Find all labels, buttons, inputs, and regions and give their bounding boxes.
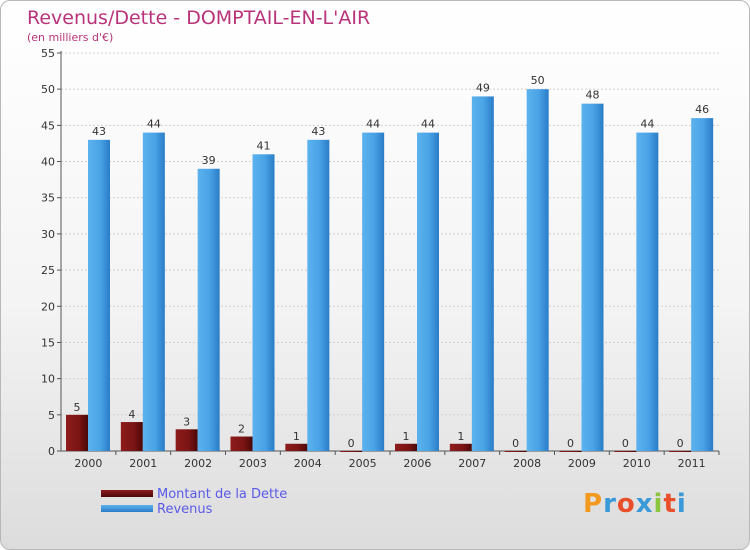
x-tick-label: 2005: [349, 457, 377, 470]
y-tick-label: 5: [48, 409, 55, 422]
bar-dette-2001: [120, 422, 143, 451]
bar-dette-2005: [340, 451, 363, 452]
y-tick-label: 25: [41, 264, 55, 277]
data-label-dette-2010: 0: [622, 437, 629, 450]
data-label-revenus-2007: 49: [476, 81, 490, 94]
data-label-revenus-2000: 43: [92, 125, 106, 138]
data-label-dette-2006: 1: [403, 430, 410, 443]
data-label-revenus-2010: 44: [640, 118, 654, 131]
bar-dette-2010: [614, 451, 637, 452]
y-tick-label: 45: [41, 119, 55, 132]
legend-label-dette: Montant de la Dette: [157, 487, 288, 502]
data-label-dette-2005: 0: [348, 437, 355, 450]
data-label-revenus-2002: 39: [202, 154, 216, 167]
x-tick-label: 2008: [513, 457, 541, 470]
x-tick-label: 2000: [74, 457, 102, 470]
data-label-revenus-2004: 43: [311, 125, 325, 138]
logo-letter: i: [653, 489, 664, 519]
bar-revenus-2003: [252, 154, 275, 452]
bar-revenus-2002: [197, 168, 220, 452]
legend-label-revenus: Revenus: [157, 502, 213, 517]
y-tick-label: 55: [41, 47, 55, 60]
data-label-dette-2003: 2: [238, 423, 245, 436]
logo-letter: x: [635, 489, 654, 519]
x-tick-label: 2007: [458, 457, 486, 470]
bar-dette-2000: [66, 414, 88, 451]
y-tick-label: 50: [41, 83, 55, 96]
logo-letter: r: [603, 489, 617, 519]
x-tick-label: 2001: [129, 457, 157, 470]
y-tick-label: 40: [41, 156, 55, 169]
bar-revenus-2009: [581, 103, 604, 452]
data-label-dette-2001: 4: [128, 408, 135, 421]
proxiti-logo: Proxiti: [583, 489, 687, 519]
data-label-dette-2011: 0: [677, 437, 684, 450]
data-label-dette-2008: 0: [512, 437, 519, 450]
data-label-dette-2002: 3: [183, 415, 190, 428]
logo-letter: t: [663, 489, 677, 519]
bar-dette-2004: [285, 443, 308, 451]
x-tick-label: 2009: [568, 457, 596, 470]
y-tick-label: 0: [48, 445, 55, 458]
bar-revenus-2007: [471, 96, 494, 451]
legend-swatch-revenus: [101, 505, 153, 512]
data-label-dette-2000: 5: [74, 401, 81, 414]
bar-dette-2002: [175, 429, 198, 451]
bar-dette-2009: [559, 451, 582, 452]
logo-letter: o: [616, 489, 636, 519]
x-tick-label: 2010: [623, 457, 651, 470]
bar-revenus-2011: [691, 118, 714, 452]
chart-subtitle: (en milliers d'€): [27, 31, 114, 44]
logo-letter: P: [583, 489, 604, 519]
bar-dette-2007: [449, 443, 472, 451]
logo-letter: i: [676, 489, 687, 519]
x-tick-label: 2002: [184, 457, 212, 470]
x-tick-label: 2006: [403, 457, 431, 470]
bar-revenus-2001: [142, 132, 165, 451]
bar-revenus-2008: [526, 89, 549, 451]
data-label-dette-2007: 1: [457, 430, 464, 443]
data-label-dette-2004: 1: [293, 430, 300, 443]
data-label-revenus-2006: 44: [421, 118, 435, 131]
y-tick-label: 15: [41, 336, 55, 349]
legend-swatch-dette: [101, 490, 153, 497]
chart-title: Revenus/Dette - DOMPTAIL-EN-L'AIR: [27, 7, 371, 29]
x-tick-label: 2011: [678, 457, 706, 470]
bar-revenus-2004: [307, 139, 330, 451]
data-label-revenus-2003: 41: [257, 139, 271, 152]
data-label-revenus-2005: 44: [366, 118, 380, 131]
data-label-revenus-2009: 48: [586, 89, 600, 102]
bar-dette-2006: [395, 443, 417, 451]
x-tick-label: 2004: [294, 457, 322, 470]
y-tick-label: 20: [41, 300, 55, 313]
bar-dette-2011: [669, 451, 692, 452]
bar-revenus-2000: [88, 139, 110, 451]
data-label-revenus-2001: 44: [147, 118, 161, 131]
bar-dette-2008: [504, 451, 527, 452]
bar-revenus-2006: [417, 132, 439, 451]
data-label-revenus-2008: 50: [531, 74, 545, 87]
data-label-dette-2009: 0: [567, 437, 574, 450]
y-tick-label: 35: [41, 192, 55, 205]
data-label-revenus-2011: 46: [695, 103, 709, 116]
x-tick-label: 2003: [239, 457, 267, 470]
bar-revenus-2010: [636, 132, 659, 451]
y-tick-label: 30: [41, 228, 55, 241]
bar-dette-2003: [230, 436, 253, 451]
y-tick-label: 10: [41, 373, 55, 386]
bar-revenus-2005: [362, 132, 385, 451]
